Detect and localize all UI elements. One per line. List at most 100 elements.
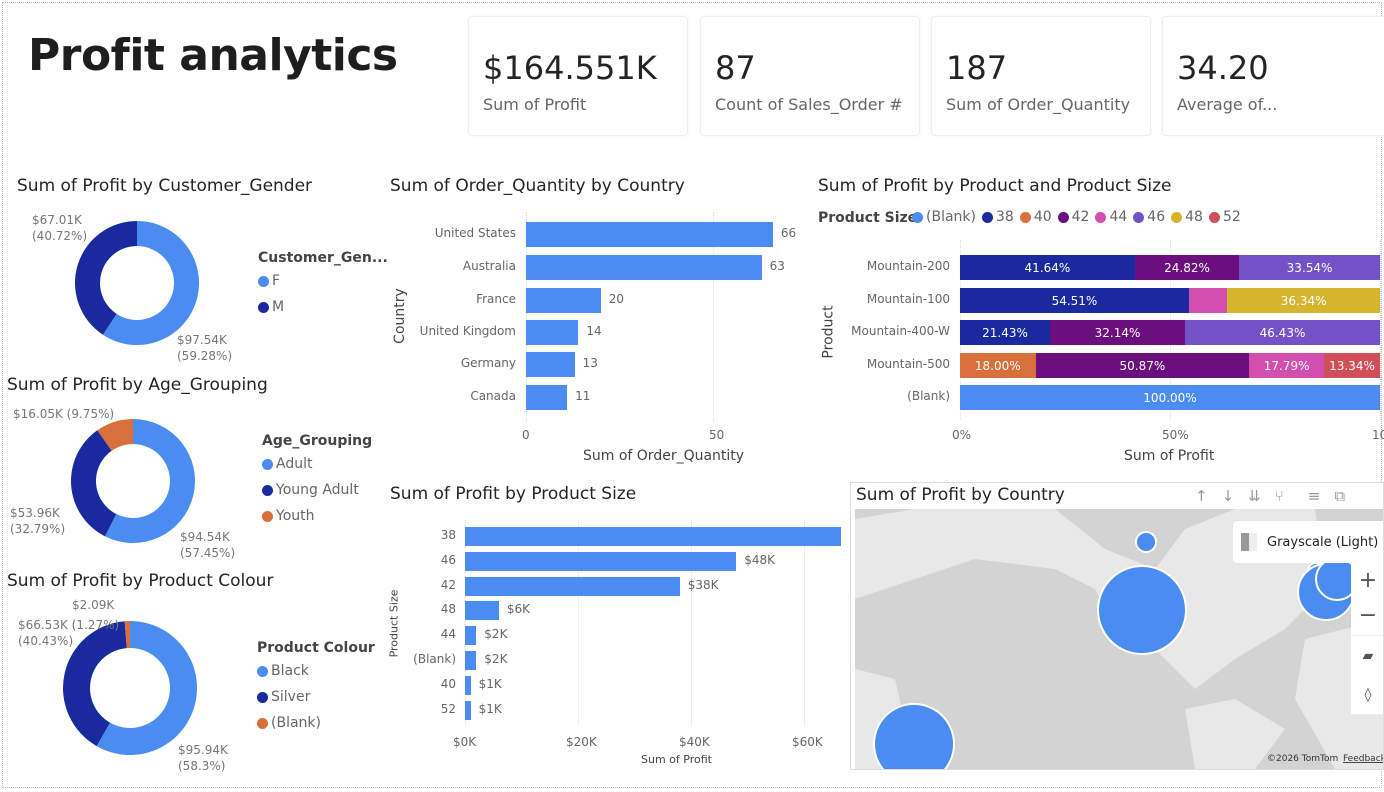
hierarchy-icon[interactable]: ⑂	[1274, 487, 1284, 505]
page-title: Profit analytics	[28, 30, 398, 81]
legend-item[interactable]: Adult	[262, 456, 312, 472]
map-bubble-australia[interactable]	[873, 703, 955, 769]
legend-item[interactable]: 38	[981, 209, 1014, 225]
legend-item[interactable]: M	[258, 299, 284, 315]
map-bubble-united-states[interactable]	[1097, 565, 1187, 655]
gridline	[804, 520, 805, 725]
map-visual[interactable]: Sum of Profit by Country ↑ ↓ ⇊ ⑂ ≡ ⧉ ©20…	[850, 482, 1384, 770]
donut-slice-black[interactable]	[96, 621, 198, 755]
age-chart-title: Sum of Profit by Age_Grouping	[7, 375, 268, 395]
donut-chart	[75, 221, 199, 345]
map-title: Sum of Profit by Country	[856, 485, 1065, 505]
map-style-label: Grayscale (Light)	[1267, 534, 1379, 550]
map-canvas[interactable]: ©2026 TomTom Feedback	[855, 509, 1384, 769]
data-label: $48K	[744, 553, 775, 567]
y-tick: 46	[440, 553, 456, 567]
legend-item[interactable]: 42	[1057, 209, 1090, 225]
bar[interactable]	[465, 676, 471, 695]
kpi-card-quantity[interactable]: 187 Sum of Order_Quantity	[931, 16, 1151, 136]
y-tick: Australia	[462, 259, 516, 273]
x-tick: $20K	[566, 735, 597, 749]
data-label: 63	[769, 259, 785, 273]
donut-slice-youth[interactable]	[97, 419, 133, 451]
kpi-card-orders[interactable]: 87 Count of Sales_Order #	[700, 16, 920, 136]
bar[interactable]	[465, 552, 737, 571]
bar[interactable]	[465, 701, 471, 720]
bar[interactable]	[526, 352, 575, 377]
size-profit-chart-title: Sum of Profit by Product Size	[390, 484, 637, 504]
double-arrow-down-icon[interactable]: ⇊	[1248, 487, 1261, 505]
kpi-value: 187	[946, 49, 1008, 87]
legend-item[interactable]: 44	[1095, 209, 1127, 225]
donut-slice-young-adult[interactable]	[70, 430, 117, 537]
data-label: 14	[586, 324, 602, 338]
donut-slice-adult[interactable]	[105, 419, 196, 543]
legend-label: 42	[1071, 209, 1090, 225]
legend-item[interactable]: 48	[1171, 209, 1203, 225]
kpi-label: Sum of Order_Quantity	[946, 95, 1131, 114]
y-axis-title: Product	[820, 305, 837, 359]
legend-dot	[262, 458, 273, 470]
legend-label: 44	[1109, 209, 1128, 225]
bar[interactable]	[465, 651, 477, 670]
x-axis-title: Sum of Profit	[641, 753, 712, 766]
bar[interactable]	[526, 222, 773, 247]
legend-item[interactable]: Young Adult	[262, 482, 359, 498]
donut-slice-f[interactable]	[102, 221, 199, 345]
data-label: $1K	[478, 702, 502, 716]
bar[interactable]	[465, 527, 841, 546]
bar[interactable]	[526, 288, 601, 313]
bar[interactable]	[465, 601, 499, 620]
legend-item[interactable]: F	[258, 273, 280, 289]
bar[interactable]	[465, 626, 477, 645]
donut-slice-silver[interactable]	[63, 621, 127, 747]
map-bubble-canada[interactable]	[1135, 531, 1157, 553]
zoom-out-button[interactable]: −	[1351, 596, 1383, 636]
data-label: $97.54K (59.28%)	[177, 333, 233, 363]
y-tick: 38	[440, 528, 456, 542]
focus-mode-icon[interactable]: ⧉	[1334, 487, 1346, 505]
legend-item[interactable]: (Blank)	[257, 715, 321, 731]
legend-label: 52	[1222, 209, 1241, 225]
legend-title: Age_Grouping	[262, 433, 373, 449]
arrow-up-icon[interactable]: ↑	[1195, 487, 1208, 505]
donut-chart	[63, 621, 198, 755]
bar[interactable]	[465, 577, 680, 596]
arrow-down-icon[interactable]: ↓	[1221, 487, 1235, 505]
tilt-icon[interactable]: ▰	[1351, 636, 1383, 676]
donut-slice--blank-[interactable]	[124, 621, 130, 649]
bar[interactable]	[526, 255, 762, 280]
data-label: $2K	[484, 652, 508, 666]
y-tick: France	[476, 292, 516, 306]
legend-item[interactable]: (Blank)	[912, 209, 976, 225]
data-label: 13	[582, 356, 598, 370]
legend-item[interactable]: 46	[1133, 209, 1165, 225]
stacked-chart-title: Sum of Profit by Product and Product Siz…	[818, 176, 1172, 196]
legend-dot	[1208, 211, 1220, 223]
compass-icon[interactable]: ◊	[1351, 675, 1383, 715]
legend-item[interactable]: Silver	[257, 689, 310, 705]
legend-label: F	[272, 273, 281, 289]
zoom-in-button[interactable]: +	[1351, 561, 1383, 601]
map-style-picker[interactable]: Grayscale (Light)	[1233, 521, 1383, 563]
legend-dot	[257, 691, 268, 703]
feedback-link[interactable]: Feedback	[1343, 754, 1384, 764]
donut-chart	[70, 419, 196, 543]
donut-slice-m[interactable]	[75, 221, 137, 335]
data-label: $95.94K (58.3%)	[178, 743, 228, 773]
y-tick: 42	[440, 578, 456, 592]
x-tick: 0	[522, 428, 530, 442]
legend-label: Young Adult	[276, 482, 359, 498]
data-label: $2.09K	[72, 598, 115, 612]
y-tick: 44	[440, 627, 456, 641]
legend-item[interactable]: Youth	[262, 508, 315, 524]
kpi-card-average[interactable]: 34.20 Average of...	[1162, 16, 1384, 136]
legend-item[interactable]: 40	[1019, 209, 1052, 225]
filter-icon[interactable]: ≡	[1307, 487, 1321, 505]
data-label: 11	[575, 389, 591, 403]
bar[interactable]	[526, 385, 568, 410]
legend-item[interactable]: 52	[1208, 209, 1241, 225]
legend-item[interactable]: Black	[257, 663, 309, 679]
bar[interactable]	[526, 320, 579, 345]
kpi-card-profit[interactable]: $164.551K Sum of Profit	[468, 16, 688, 136]
